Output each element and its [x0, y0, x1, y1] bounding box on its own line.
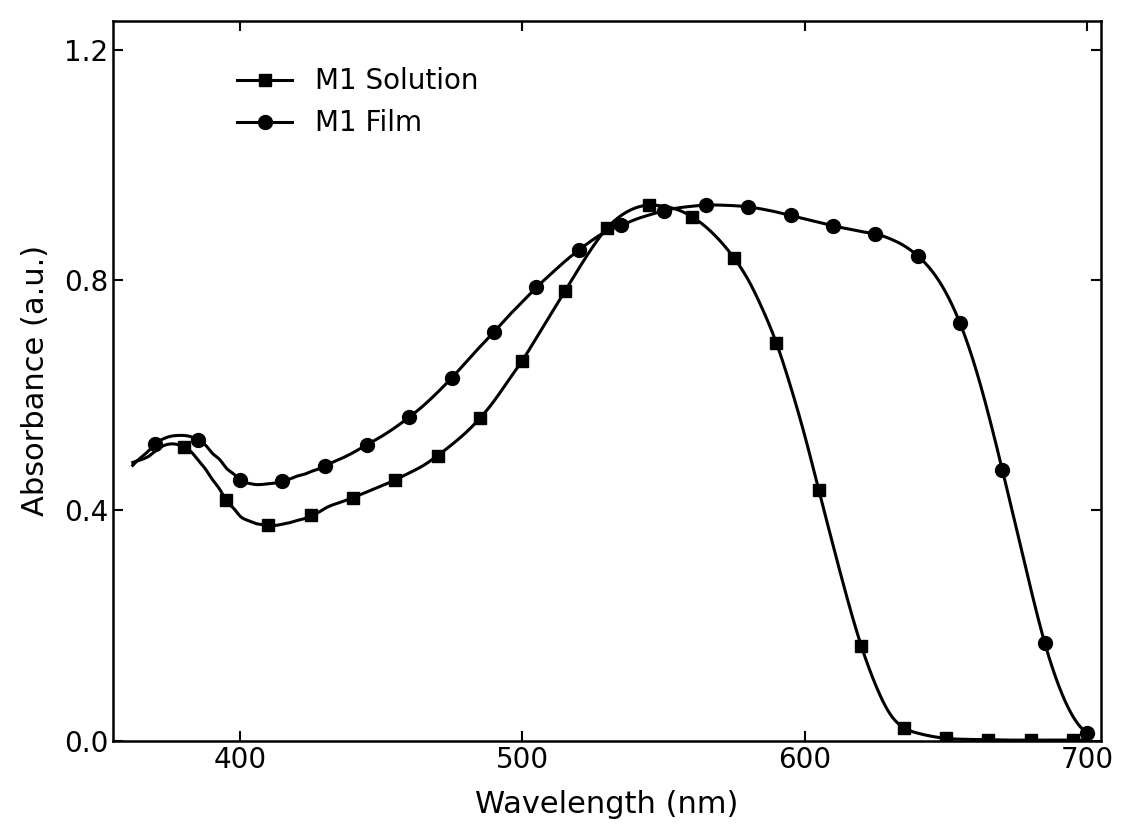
- Y-axis label: Absorbance (a.u.): Absorbance (a.u.): [20, 245, 50, 517]
- Legend: M1 Solution, M1 Film: M1 Solution, M1 Film: [226, 56, 490, 149]
- X-axis label: Wavelength (nm): Wavelength (nm): [475, 790, 738, 819]
